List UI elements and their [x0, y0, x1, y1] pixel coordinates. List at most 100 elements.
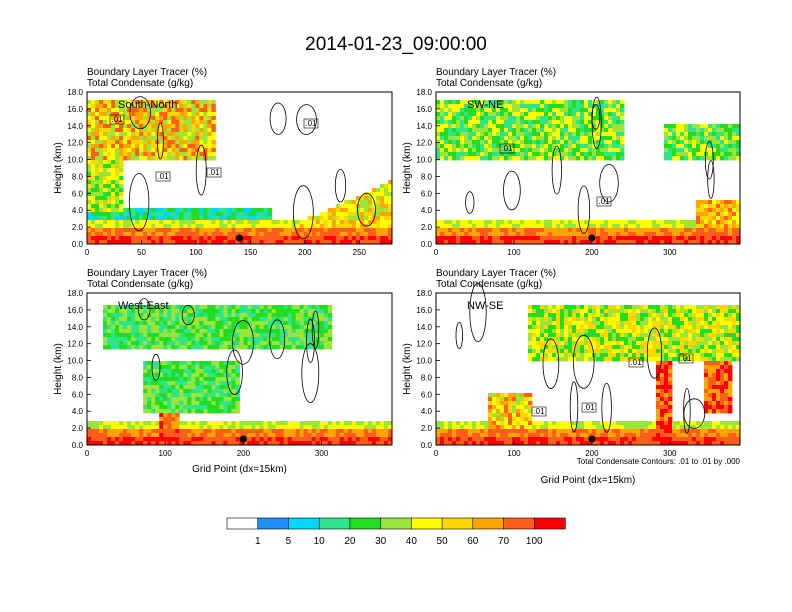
- field-cell: [548, 313, 553, 318]
- field-cell: [572, 224, 577, 229]
- field-cell: [436, 108, 441, 113]
- field-cell: [620, 116, 625, 121]
- field-cell: [440, 100, 445, 105]
- field-cell: [472, 236, 477, 241]
- field-cell: [460, 441, 465, 446]
- field-cell: [211, 220, 216, 225]
- field-cell: [628, 341, 633, 346]
- field-cell: [275, 305, 281, 310]
- field-cell: [608, 345, 613, 350]
- field-cell: [520, 417, 525, 422]
- field-cell: [119, 305, 124, 310]
- field-cell: [87, 236, 92, 241]
- field-cell: [520, 236, 525, 241]
- field-cell: [247, 345, 252, 350]
- field-cell: [167, 232, 172, 237]
- field-cell: [480, 152, 485, 157]
- y-tick-label: 16.0: [416, 105, 432, 114]
- field-cell: [155, 433, 160, 438]
- field-cell: [528, 148, 533, 153]
- field-cell: [207, 212, 212, 217]
- field-cell: [616, 148, 621, 153]
- field-cell: [560, 232, 565, 237]
- field-cell: [143, 429, 148, 434]
- field-cell: [516, 220, 521, 225]
- field-cell: [560, 104, 565, 109]
- field-cell: [159, 208, 164, 213]
- field-cell: [295, 228, 301, 233]
- field-cell: [616, 156, 621, 161]
- field-cell: [235, 220, 240, 225]
- panel-subtitle-line1: Boundary Layer Tracer (%): [436, 67, 556, 78]
- field-cell: [472, 240, 477, 245]
- field-cell: [520, 100, 525, 105]
- field-cell: [127, 232, 132, 237]
- field-cell: [524, 132, 529, 137]
- field-cell: [700, 152, 705, 157]
- field-cell: [464, 232, 469, 237]
- field-cell: [331, 441, 337, 446]
- field-cell: [347, 204, 353, 209]
- field-cell: [444, 433, 449, 438]
- field-cell: [127, 240, 132, 245]
- field-cell: [231, 377, 236, 382]
- field-cell: [596, 321, 601, 326]
- field-cell: [143, 144, 148, 149]
- field-cell: [91, 108, 96, 113]
- field-cell: [524, 417, 529, 422]
- field-cell: [131, 112, 136, 117]
- field-cell: [351, 441, 357, 446]
- field-cell: [143, 116, 148, 121]
- field-cell: [552, 341, 557, 346]
- field-cell: [604, 337, 609, 342]
- field-cell: [572, 353, 577, 358]
- field-cell: [167, 124, 172, 129]
- field-cell: [724, 212, 729, 217]
- field-cell: [211, 337, 216, 342]
- field-cell: [127, 132, 132, 137]
- field-cell: [107, 220, 112, 225]
- field-cell: [508, 401, 513, 406]
- field-cell: [640, 228, 645, 233]
- field-cell: [279, 425, 285, 430]
- field-cell: [219, 317, 224, 322]
- field-cell: [99, 433, 104, 438]
- field-cell: [115, 305, 120, 310]
- contour-line: [226, 349, 243, 395]
- field-cell: [287, 236, 293, 241]
- field-cell: [728, 224, 733, 229]
- field-cell: [243, 240, 248, 245]
- field-cell: [488, 120, 493, 125]
- field-cell: [536, 152, 541, 157]
- field-cell: [131, 148, 136, 153]
- field-cell: [179, 325, 184, 330]
- field-cell: [267, 313, 272, 318]
- field-cell: [716, 216, 721, 221]
- field-cell: [536, 357, 541, 362]
- field-cell: [728, 156, 733, 161]
- field-cell: [195, 377, 200, 382]
- field-cell: [111, 232, 116, 237]
- field-cell: [247, 441, 252, 446]
- field-cell: [219, 441, 224, 446]
- field-cell: [151, 429, 156, 434]
- field-cell: [540, 224, 545, 229]
- field-cell: [379, 204, 385, 209]
- field-cell: [115, 192, 120, 197]
- field-cell: [456, 421, 461, 426]
- field-cell: [456, 425, 461, 430]
- field-cell: [572, 441, 577, 446]
- field-cell: [223, 401, 228, 406]
- field-cell: [496, 417, 501, 422]
- contour-line: [292, 185, 314, 240]
- field-cell: [91, 425, 96, 430]
- field-cell: [215, 433, 220, 438]
- field-cell: [580, 429, 585, 434]
- field-cell: [135, 108, 140, 113]
- field-cell: [115, 156, 120, 161]
- field-cell: [488, 224, 493, 229]
- field-cell: [307, 240, 313, 245]
- field-cell: [211, 441, 216, 446]
- field-cell: [251, 437, 256, 442]
- field-cell: [540, 100, 545, 105]
